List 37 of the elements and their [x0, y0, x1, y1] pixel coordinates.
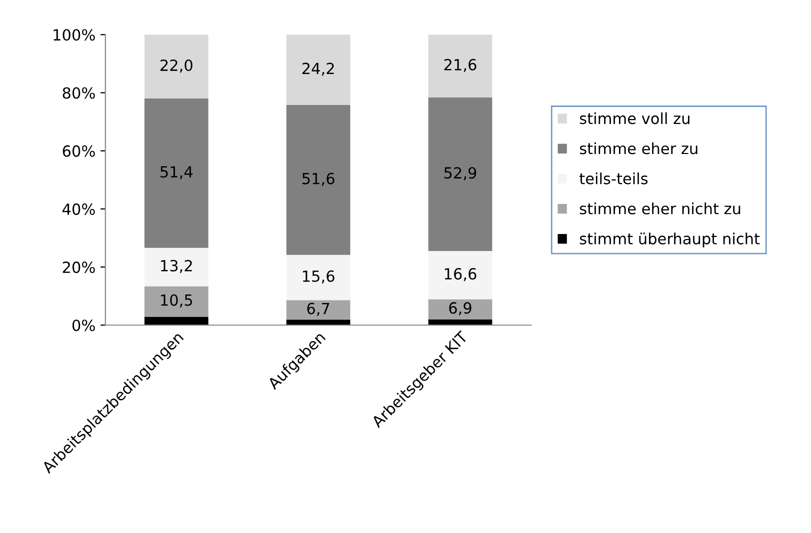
data-label: 22,0: [160, 59, 192, 73]
data-label: 16,6: [444, 268, 476, 282]
bar: [286, 104, 350, 255]
bar: [286, 34, 350, 105]
y-tick-label: 0%: [72, 320, 95, 332]
data-label: 51,6: [302, 172, 334, 186]
y-tick-label: 100%: [54, 29, 95, 41]
data-label: 10,5: [161, 294, 192, 308]
data-label: 15,6: [302, 270, 334, 284]
data-label: 52,9: [444, 167, 476, 180]
legend-label: teils-teils: [580, 172, 648, 184]
bar: [286, 300, 350, 320]
bar: [144, 98, 208, 248]
bar: [144, 286, 208, 317]
data-label: 51,4: [160, 166, 193, 180]
data-label: 21,6: [444, 58, 476, 72]
bar: [286, 320, 350, 326]
y-tick-label: 40%: [62, 203, 95, 215]
legend-label: stimmt überhaupt nicht: [580, 232, 760, 248]
legend-label: stimme eher zu: [580, 142, 698, 154]
bar: [144, 34, 208, 99]
y-tick-label: 60%: [62, 145, 95, 157]
bar: [428, 251, 492, 300]
bar: [144, 316, 208, 326]
y-tick-label: 20%: [62, 262, 95, 274]
y-tick-label: 80%: [62, 87, 95, 99]
data-label: 24,2: [302, 62, 334, 76]
bar: [428, 299, 492, 320]
data-label: 6,7: [307, 302, 330, 316]
data-label: 6,9: [449, 302, 472, 316]
data-label: 13,2: [161, 260, 192, 274]
bar: [286, 254, 350, 300]
bar: [428, 34, 492, 98]
legend-label: stimme voll zu: [580, 112, 690, 124]
legend-label: stimme eher nicht zu: [580, 202, 740, 214]
bar: [428, 97, 492, 252]
bar: [144, 248, 208, 286]
